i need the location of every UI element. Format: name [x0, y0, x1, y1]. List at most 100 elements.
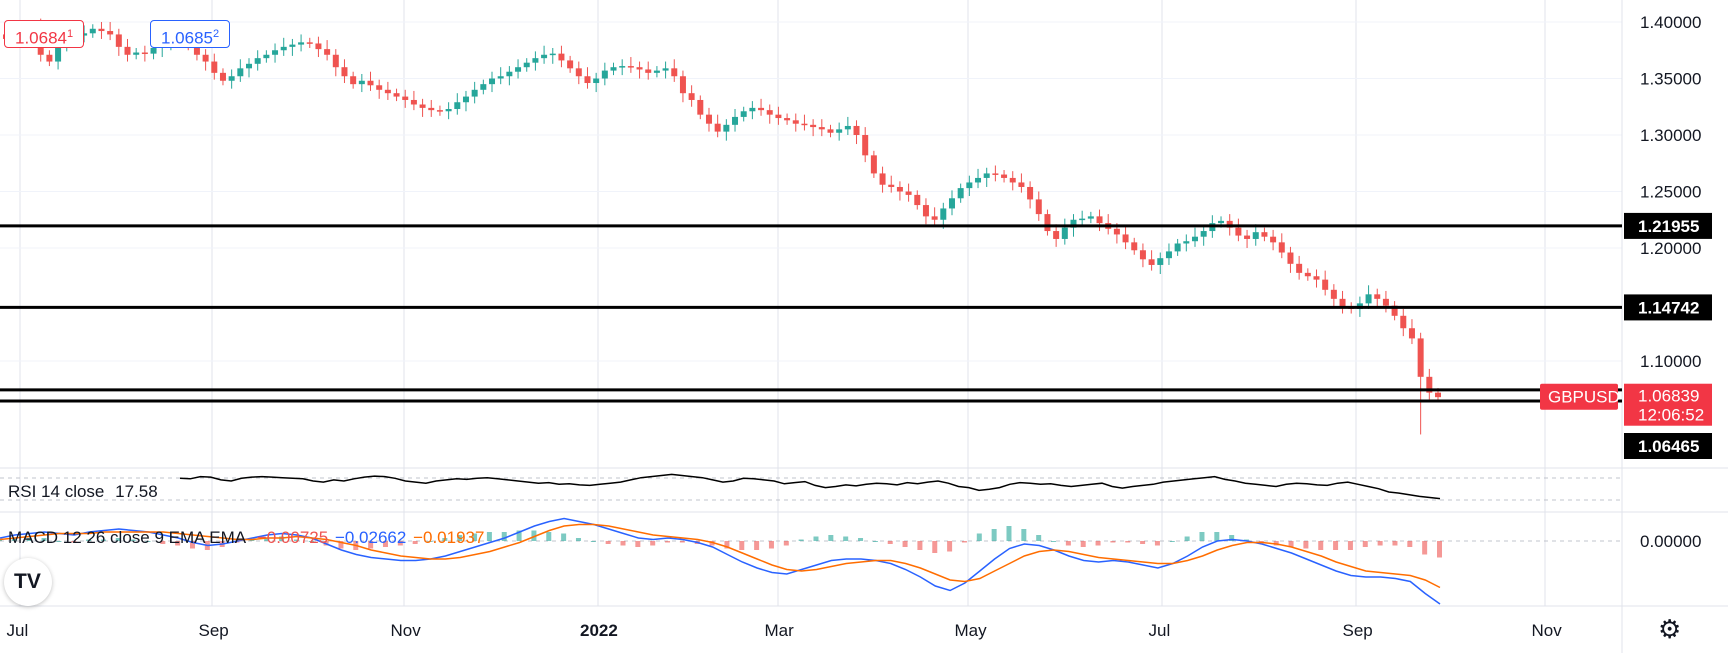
macd-value: −0.02662 [334, 528, 407, 547]
candle-body [671, 68, 678, 77]
macd-histogram-bar [1080, 541, 1086, 547]
macd-histogram-bar [1065, 541, 1071, 546]
candle-body [705, 114, 712, 124]
rsi-legend[interactable]: RSI 14 close 17.58 [8, 482, 164, 502]
candle-body [888, 184, 895, 187]
candle-body [1200, 231, 1207, 237]
candle-body [593, 78, 600, 84]
candle-body [489, 78, 496, 85]
macd-legend[interactable]: MACD 12 26 close 9 EMA EMA −0.00725 −0.0… [8, 528, 490, 548]
macd-histogram-bar [382, 541, 388, 547]
macd-histogram-bar [397, 541, 403, 546]
price-tick-label: 1.35000 [1640, 70, 1701, 89]
macd-histogram-bar [100, 539, 106, 541]
candle-body [723, 124, 730, 132]
candle-body [740, 111, 747, 117]
candle-body [428, 107, 435, 111]
candle-body [133, 52, 140, 55]
macd-histogram-bar [1288, 541, 1294, 547]
bid-price-box[interactable]: 1.06841 [4, 20, 85, 48]
candle-body [940, 208, 947, 220]
macd-histogram-bar [1140, 541, 1146, 544]
candle-body [792, 120, 799, 124]
candle-body [1304, 272, 1311, 277]
hline-price-tag [1624, 294, 1712, 321]
macd-histogram-bar [1303, 541, 1309, 549]
ask-price-box[interactable]: 1.06852 [150, 20, 231, 48]
candle-body [870, 155, 877, 174]
candle-body [1313, 276, 1320, 280]
bid-price-small: 1 [67, 28, 74, 40]
macd-histogram-bar [1154, 541, 1160, 546]
macd-histogram-bar [739, 541, 745, 550]
candle-body [1001, 174, 1008, 178]
candle-body [1244, 235, 1251, 239]
macd-histogram-bar [1347, 541, 1353, 550]
candle-body [1191, 236, 1198, 242]
candle-body [228, 76, 235, 81]
macd-histogram-bar [1422, 541, 1428, 555]
candle-body [844, 125, 851, 130]
macd-histogram-bar [486, 532, 492, 541]
candle-body [896, 186, 903, 192]
candle-body [758, 107, 765, 111]
price-tick-label: 1.10000 [1640, 352, 1701, 371]
candle-body [1417, 338, 1424, 377]
candle-body [601, 70, 608, 79]
candle-body [1165, 251, 1172, 259]
hline-price-tag-label: 1.21955 [1638, 217, 1699, 236]
macd-histogram-bar [1169, 541, 1175, 542]
candle-body [1079, 218, 1086, 221]
candle-body [332, 54, 339, 68]
candle-body [679, 76, 686, 94]
macd-histogram-bar [872, 541, 878, 542]
candle-body [584, 76, 591, 84]
macd-histogram-bar [1318, 541, 1324, 550]
macd-histogram-bar [457, 535, 463, 541]
price-tick-label: 1.40000 [1640, 13, 1701, 32]
macd-histogram-bar [1095, 541, 1101, 546]
macd-histogram-bar [1214, 532, 1220, 541]
candle-body [263, 54, 270, 59]
macd-histogram-bar [709, 541, 715, 546]
candle-body [645, 69, 652, 73]
macd-histogram-bar [308, 541, 314, 542]
candle-body [853, 125, 860, 135]
candle-body [280, 46, 287, 51]
candle-body [567, 60, 574, 69]
candle-body [1235, 227, 1242, 236]
rsi-line [179, 473, 1441, 500]
macd-histogram-bar [1333, 541, 1339, 550]
macd-histogram-bar [516, 530, 522, 541]
candle-body [653, 70, 660, 73]
candle-body [471, 89, 478, 97]
candle-body [107, 31, 114, 35]
macd-histogram-bar [1362, 541, 1368, 547]
macd-histogram-bar [902, 541, 908, 547]
candle-body [975, 177, 982, 183]
rsi-value: 17.58 [115, 482, 158, 501]
symbol-tag-label: GBPUSD [1548, 388, 1620, 407]
candle-body [376, 85, 383, 90]
last-price-tag [1624, 383, 1712, 426]
candle-body [714, 123, 721, 132]
candle-body [1018, 182, 1025, 187]
macd-histogram-bar [531, 530, 537, 541]
candle-body [367, 80, 374, 86]
candle-body [532, 58, 539, 63]
candle-body [1148, 259, 1155, 265]
time-tick-label: Mar [765, 621, 795, 640]
candle-body [827, 129, 834, 133]
candle-body [289, 44, 296, 47]
macd-histogram-bar [1407, 541, 1413, 547]
ask-price-small: 2 [213, 28, 220, 40]
gear-icon[interactable]: ⚙ [1658, 614, 1682, 644]
macd-histogram-bar [442, 538, 448, 541]
tradingview-logo-icon[interactable]: TV [4, 558, 52, 606]
macd-histogram-bar [264, 538, 270, 541]
candle-body [246, 63, 253, 69]
candle-body [81, 33, 88, 36]
candle-body [948, 198, 955, 209]
macd-histogram-bar [160, 541, 166, 544]
